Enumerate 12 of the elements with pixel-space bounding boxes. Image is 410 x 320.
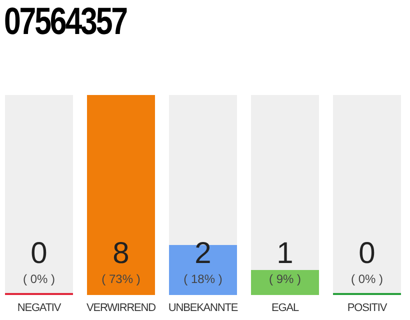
data-label: 0 ( 0% ) (22, 237, 56, 286)
data-label: 0 ( 0% ) (350, 237, 384, 286)
bar (251, 270, 319, 295)
x-tick-label: VERWIRREND (86, 302, 156, 314)
x-tick-label: POSITIV (347, 302, 388, 314)
data-label: 1 ( 9% ) (268, 237, 302, 286)
x-tick-label: NEGATIV (17, 302, 62, 314)
data-label: 8 ( 73% ) (102, 237, 140, 286)
data-label: 2 ( 18% ) (184, 237, 222, 286)
x-tick-label: EGAL (272, 302, 299, 314)
x-tick-label: UNBEKANNTE (168, 302, 238, 314)
chart-title: 07564357 (4, 0, 126, 44)
